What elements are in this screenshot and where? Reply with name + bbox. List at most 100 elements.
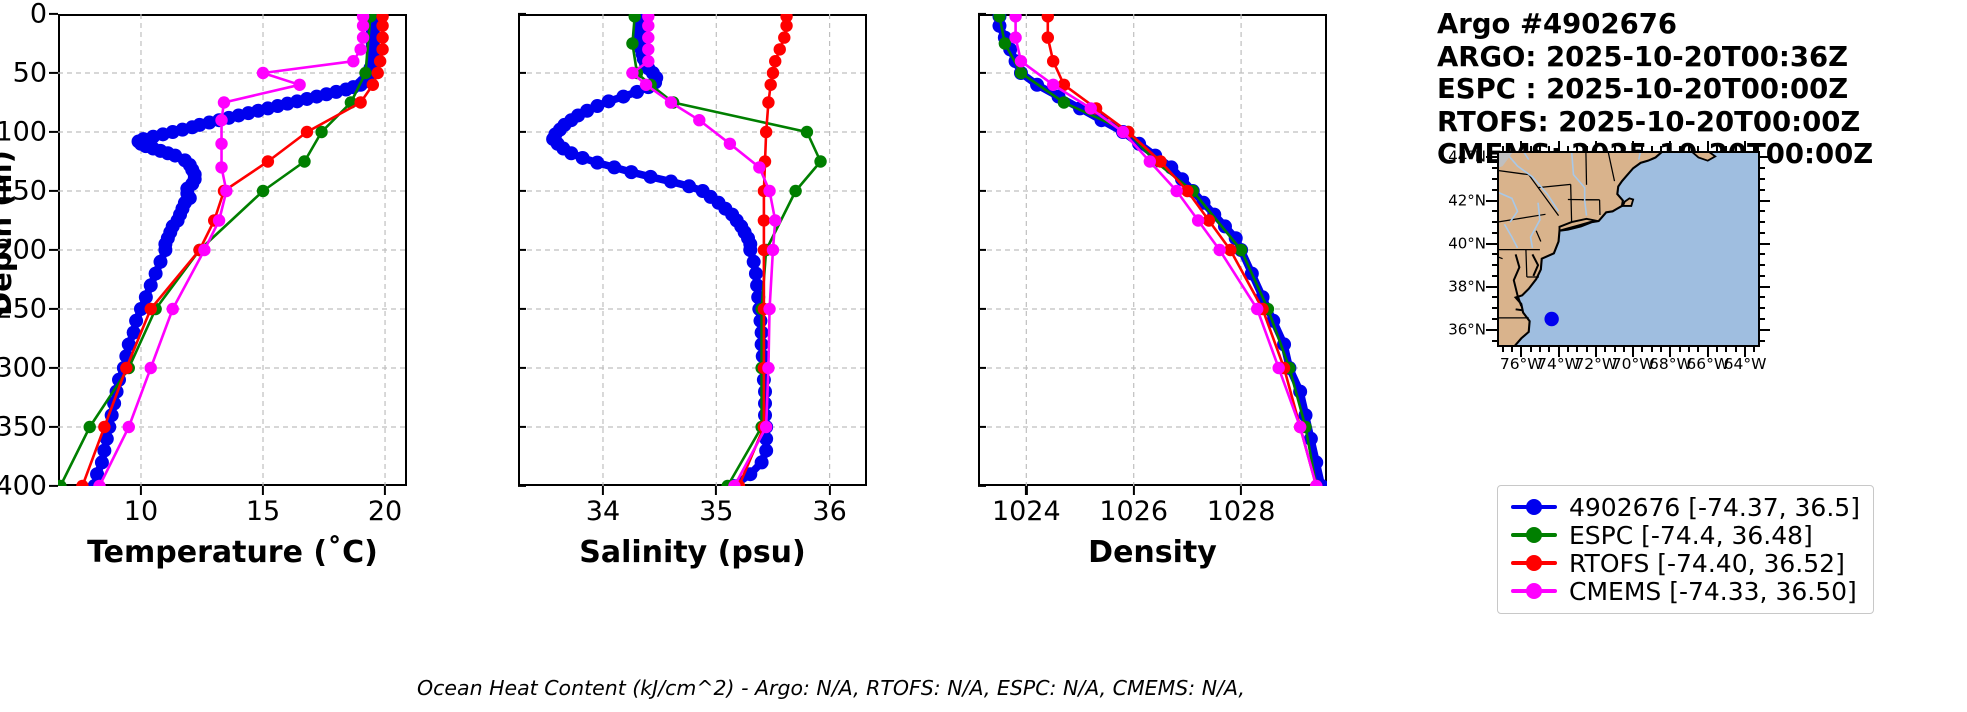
salinity-tick-mark (601, 486, 605, 495)
minimap-lon-minor-tick-top (1538, 146, 1541, 151)
temperature-plot-area (58, 14, 407, 486)
minimap-lat-minor-tick (1492, 178, 1497, 180)
minimap-lon-minor-tick-top (1641, 146, 1644, 151)
minimap-lat-label: 42°N (1448, 191, 1486, 210)
depth-tick-mark (978, 71, 986, 75)
minimap-lon-minor-tick-top (1660, 146, 1663, 151)
depth-tick-label: 100 (0, 116, 47, 148)
minimap-lon-minor-tick (1510, 347, 1513, 352)
legend-marker-icon (1526, 499, 1542, 515)
depth-tick-mark (518, 71, 526, 75)
legend-line-swatch (1511, 499, 1557, 515)
depth-tick-mark (978, 130, 986, 134)
minimap-lon-tick-top (1632, 141, 1635, 151)
minimap-lon-tick-top (1744, 141, 1747, 151)
header-line-argo-time: ARGO: 2025-10-20T00:36Z (1437, 40, 1849, 73)
minimap-lat-minor-tick (1760, 296, 1765, 299)
depth-tick-label: 50 (12, 57, 47, 89)
legend-item-label: RTOFS [-74.40, 36.52] (1569, 548, 1845, 578)
legend-item[interactable]: ESPC [-74.4, 36.48] (1511, 520, 1860, 550)
minimap-lon-minor-tick (1566, 347, 1569, 352)
minimap-lon-minor-tick-top (1688, 146, 1691, 151)
header-line-argo-id: Argo #4902676 (1437, 8, 1677, 40)
depth-tick-mark (518, 484, 526, 488)
minimap-lon-minor-tick-top (1697, 146, 1700, 151)
temperature-series-svg (58, 14, 407, 486)
temperature-tick-mark (261, 486, 265, 495)
minimap-lon-minor-tick-top (1678, 146, 1681, 151)
depth-tick-mark (518, 307, 526, 311)
minimap-lat-minor-tick (1492, 264, 1497, 267)
minimap-lon-label: 76°W (1499, 355, 1543, 373)
minimap-lat-minor-tick (1760, 178, 1765, 180)
minimap-lon-tick-top (1706, 141, 1709, 151)
minimap-geography (1497, 151, 1760, 347)
minimap-lon-minor-tick-top (1716, 146, 1719, 151)
minimap-lon-minor-tick (1576, 347, 1579, 352)
minimap-lat-minor-tick (1492, 318, 1497, 320)
temperature-tick-label: 20 (367, 496, 403, 527)
minimap-lon-minor-tick (1548, 347, 1551, 352)
legend-marker-icon (1526, 583, 1542, 599)
legend-line-swatch (1511, 583, 1557, 599)
minimap-lon-label: 64°W (1723, 355, 1767, 373)
density-panel: 1024 1026 1028 Density (978, 12, 1327, 570)
minimap-lat-tick (1486, 156, 1497, 159)
depth-tick-label: 0 (29, 0, 47, 30)
minimap-lon-tick (1744, 347, 1747, 357)
minimap-lon-minor-tick-top (1576, 146, 1579, 151)
minimap-lat-label: 40°N (1448, 234, 1486, 253)
legend-item-label: CMEMS [-74.33, 36.50] (1569, 576, 1857, 606)
density-axis-label: Density (1088, 535, 1217, 570)
legend-line-swatch (1511, 527, 1557, 543)
minimap-lon-minor-tick-top (1566, 146, 1569, 151)
minimap-lat-minor-tick (1492, 167, 1497, 170)
depth-tick-mark (978, 366, 986, 370)
location-minimap: 44°N 42°N 40°N 38°N 36°N 76°W 74°W 72°W 70°W 68°W… (1448, 141, 1770, 372)
depth-tick-mark (49, 248, 58, 252)
minimap-lat-minor-tick (1760, 167, 1765, 170)
minimap-lat-tick (1486, 285, 1497, 288)
salinity-tick-label: 34 (585, 496, 621, 527)
salinity-axis-label: Salinity (psu) (579, 535, 806, 570)
depth-tick-mark (49, 366, 58, 370)
depth-tick-mark (518, 366, 526, 370)
legend-item[interactable]: 4902676 [-74.37, 36.5] (1511, 493, 1860, 522)
legend-item-label: ESPC [-74.4, 36.48] (1569, 520, 1813, 550)
legend-item[interactable]: RTOFS [-74.40, 36.52] (1511, 548, 1860, 578)
salinity-tick-mark (828, 486, 831, 495)
minimap-lon-minor-tick-top (1650, 146, 1653, 151)
minimap-lon-minor-tick (1725, 347, 1728, 352)
minimap-lat-minor-tick (1760, 188, 1765, 191)
minimap-lat-minor-tick (1760, 253, 1765, 256)
depth-tick-mark (49, 130, 58, 134)
depth-tick-mark (49, 189, 58, 193)
density-tick-label: 1026 (1099, 496, 1169, 527)
minimap-lat-minor-tick (1492, 307, 1497, 310)
minimap-lon-tick (1632, 347, 1635, 357)
minimap-lat-minor-tick (1760, 318, 1765, 320)
density-tick-mark (1239, 486, 1243, 495)
minimap-lon-minor-tick (1529, 347, 1532, 352)
salinity-panel: 34 35 36 Salinity (psu) (518, 12, 867, 570)
density-tick-mark (1025, 486, 1028, 495)
legend-item[interactable]: CMEMS [-74.33, 36.50] (1511, 576, 1860, 606)
minimap-lon-minor-tick (1501, 347, 1504, 352)
temperature-panel: Depth (m) 0 50 100 150 200 250 300 350 400 10 15 20… (0, 1, 407, 570)
minimap-lat-minor-tick (1760, 264, 1765, 267)
depth-tick-mark (978, 189, 986, 193)
minimap-lon-minor-tick-top (1613, 146, 1616, 151)
minimap-lat-minor-tick (1492, 274, 1497, 277)
temperature-tick-mark (383, 486, 387, 495)
minimap-lon-minor-tick (1622, 347, 1625, 352)
minimap-lon-minor-tick (1716, 347, 1719, 352)
series-legend: 4902676 [-74.37, 36.5] ESPC [-74.4, 36.48… (1497, 485, 1874, 614)
minimap-lon-minor-tick (1585, 347, 1588, 352)
minimap-lon-tick-top (1520, 141, 1523, 151)
legend-marker-icon (1526, 527, 1542, 543)
minimap-lat-tick (1486, 199, 1497, 202)
minimap-lon-minor-tick-top (1501, 146, 1504, 151)
temperature-tick-mark (139, 486, 143, 495)
minimap-lon-minor-tick-top (1585, 146, 1588, 151)
minimap-lon-tick (1557, 347, 1560, 357)
